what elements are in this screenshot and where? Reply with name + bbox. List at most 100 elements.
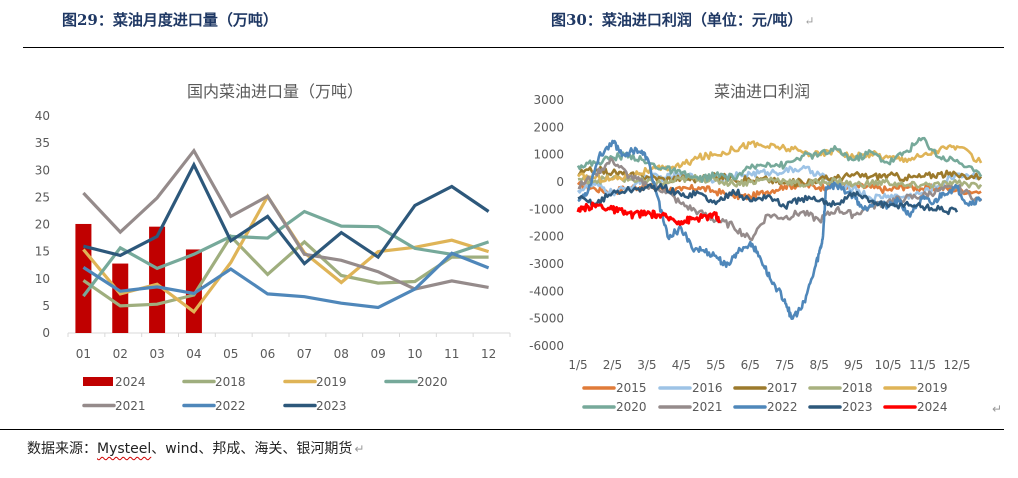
right-x-tick-label: 7/5 [775, 358, 794, 372]
right-x-tick-label: 6/5 [741, 358, 760, 372]
source-rest: 、wind、邦成、海关、银河期货 [151, 441, 353, 457]
right-lines [576, 136, 983, 321]
top-divider [23, 47, 1004, 48]
line-series-2022 [82, 251, 490, 310]
left-y-axis: 0 5 10 15 20 25 30 35 40 [35, 109, 50, 340]
bottom-divider [0, 429, 1004, 430]
right-x-tick-label: 9/5 [844, 358, 863, 372]
right-y-axis: 3000 2000 1000 0 -1000 -2000 -3000 -4000 -5000 -6… [529, 93, 564, 353]
bar-2024-03 [149, 226, 166, 333]
left-y-tick-label: 15 [35, 245, 50, 259]
right-x-axis: 1/5 2/5 3/5 4/5 5/5 6/5 7/5 8/5 9/5 10/5 11/5 12/5 [568, 358, 970, 372]
legend-label-2021: 2021 [692, 400, 723, 414]
right-legend: 2015 2016 2017 2018 2019 2020 2021 2022 2023 2024 [582, 381, 948, 414]
left-x-tick-label: 08 [334, 347, 349, 361]
left-y-tick-label: 35 [35, 136, 50, 150]
figure-30-title-text: 图30：菜油进口利润（单位：元/吨） [551, 11, 803, 29]
line-series-2019 [577, 140, 983, 183]
legend-label-2015: 2015 [616, 381, 647, 395]
right-x-tick-label: 5/5 [706, 358, 725, 372]
left-y-tick-label: 25 [35, 190, 50, 204]
left-y-tick-label: 20 [35, 218, 50, 232]
right-y-tick-label: 1000 [533, 148, 564, 162]
legend-label-2022: 2022 [767, 400, 798, 414]
legend-label-2017: 2017 [767, 381, 798, 395]
left-bars [75, 223, 202, 333]
right-x-tick-label: 8/5 [810, 358, 829, 372]
import-profit-chart: 菜油进口利润 3000 2000 1000 0 -1000 -2000 -3000 -4000… [529, 82, 983, 414]
source-mysteel: Mysteel [97, 441, 152, 457]
right-y-tick-label: -1000 [529, 202, 564, 216]
figure-29-title: 图29：菜油月度进口量（万吨） [62, 9, 278, 30]
legend-label-2022: 2022 [215, 399, 246, 413]
legend-label-2020: 2020 [616, 400, 647, 414]
line-series-2024 [576, 201, 721, 226]
right-y-tick-label: 3000 [533, 93, 564, 107]
legend-label-2019: 2019 [917, 381, 948, 395]
right-y-tick-label: 0 [556, 175, 564, 189]
left-x-tick-label: 06 [260, 347, 275, 361]
legend-label-2018: 2018 [842, 381, 873, 395]
figure-29-title-text: 图29：菜油月度进口量（万吨） [62, 11, 278, 29]
legend-label-2021: 2021 [115, 399, 146, 413]
legend-label-2023: 2023 [316, 399, 347, 413]
left-x-tick-label: 10 [407, 347, 422, 361]
left-x-axis: 01 02 03 04 05 06 07 08 09 10 11 12 [67, 333, 511, 361]
legend-label-2016: 2016 [692, 381, 723, 395]
left-x-tick-label: 04 [186, 347, 201, 361]
right-x-tick-label: 10/5 [875, 358, 902, 372]
data-source-note: 数据来源：Mysteel、wind、邦成、海关、银河期货 ↵ [27, 438, 364, 458]
left-x-tick-label: 12 [481, 347, 496, 361]
legend-label-2019: 2019 [316, 375, 347, 389]
left-y-tick-label: 40 [35, 109, 50, 123]
right-y-tick-label: -4000 [529, 284, 564, 298]
legend-swatch-2024 [83, 377, 113, 386]
left-y-tick-label: 0 [42, 326, 50, 340]
return-mark-icon: ↵ [992, 402, 1003, 416]
right-x-tick-label: 12/5 [944, 358, 971, 372]
right-x-tick-label: 1/5 [568, 358, 587, 372]
left-y-tick-label: 5 [42, 299, 50, 313]
right-y-tick-label: -6000 [529, 339, 564, 353]
left-lines [82, 147, 490, 315]
right-y-tick-label: 2000 [533, 120, 564, 134]
left-chart-title: 国内菜油进口量（万吨） [187, 82, 363, 101]
line-series-2021 [82, 147, 489, 291]
line-series-2018 [82, 233, 489, 308]
right-y-tick-label: -5000 [529, 312, 564, 326]
line-series-2023 [577, 183, 959, 216]
figure-30-title: 图30：菜油进口利润（单位：元/吨） ↵ [551, 9, 814, 30]
right-x-tick-label: 11/5 [909, 358, 936, 372]
left-x-tick-label: 09 [370, 347, 385, 361]
legend-label-2024: 2024 [917, 400, 948, 414]
left-x-tick-label: 07 [297, 347, 312, 361]
legend-label-2020: 2020 [417, 375, 448, 389]
line-series-2023 [83, 161, 490, 266]
right-y-tick-label: -3000 [529, 257, 564, 271]
line-series-2020 [576, 136, 983, 183]
left-x-tick-label: 05 [223, 347, 238, 361]
line-series-2018 [577, 173, 983, 190]
source-paragraph-mark-icon: ↵ [354, 442, 365, 456]
paragraph-mark-icon: ↵ [804, 14, 815, 28]
left-x-tick-label: 03 [149, 347, 164, 361]
right-x-tick-label: 3/5 [637, 358, 656, 372]
left-x-tick-label: 01 [76, 347, 91, 361]
left-x-tick-label: 02 [113, 347, 128, 361]
line-series-2022 [577, 139, 983, 321]
bar-2024-01 [75, 223, 92, 333]
right-x-tick-label: 2/5 [603, 358, 622, 372]
legend-label-2024: 2024 [115, 375, 146, 389]
right-y-tick-label: -2000 [529, 230, 564, 244]
legend-label-2018: 2018 [215, 375, 246, 389]
bar-2024-02 [112, 263, 129, 333]
right-x-tick-label: 4/5 [672, 358, 691, 372]
left-y-tick-label: 30 [35, 163, 50, 177]
right-chart-title: 菜油进口利润 [714, 82, 810, 101]
left-x-tick-label: 11 [444, 347, 459, 361]
left-legend: 2024 2018 2019 2020 2021 2022 2023 [82, 375, 448, 413]
left-y-tick-label: 10 [35, 272, 50, 286]
source-label: 数据来源： [27, 441, 97, 457]
